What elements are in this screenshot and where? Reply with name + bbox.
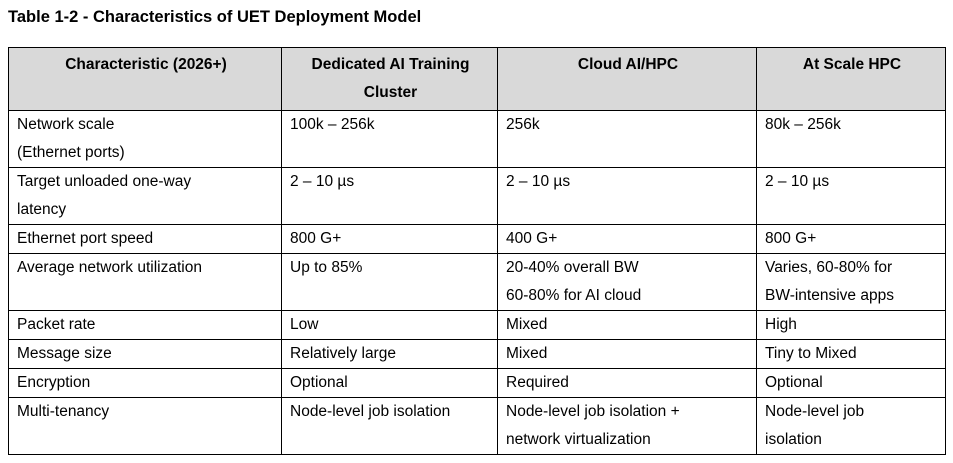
table-cell: High xyxy=(756,310,946,340)
header-cloud-ai-hpc: Cloud AI/HPC xyxy=(497,47,757,111)
table-cell: 20-40% overall BW 60-80% for AI cloud xyxy=(497,253,757,311)
table-cell: 2 – 10 µs xyxy=(497,167,757,225)
table-cell: Optional xyxy=(756,368,946,398)
table-cell: Varies, 60-80% for BW-intensive apps xyxy=(756,253,946,311)
table-cell: Packet rate xyxy=(8,310,282,340)
table-cell: Ethernet port speed xyxy=(8,224,282,254)
table-row: Multi-tenancy Node-level job isolation N… xyxy=(8,397,946,455)
table-cell: Mixed xyxy=(497,310,757,340)
table-body: Network scale (Ethernet ports) 100k – 25… xyxy=(8,110,946,455)
table-row: Average network utilization Up to 85% 20… xyxy=(8,253,946,311)
table-cell: Node-level job isolation xyxy=(756,397,946,455)
table-cell: Tiny to Mixed xyxy=(756,339,946,369)
table-row: Message size Relatively large Mixed Tiny… xyxy=(8,339,946,369)
table-cell: Relatively large xyxy=(281,339,498,369)
header-row: Characteristic (2026+) Dedicated AI Trai… xyxy=(8,47,946,111)
table-header: Characteristic (2026+) Dedicated AI Trai… xyxy=(8,47,946,111)
table-row: Target unloaded one-way latency 2 – 10 µ… xyxy=(8,167,946,225)
table-cell: Low xyxy=(281,310,498,340)
table-cell: 2 – 10 µs xyxy=(756,167,946,225)
table-row: Network scale (Ethernet ports) 100k – 25… xyxy=(8,110,946,168)
table-cell: 100k – 256k xyxy=(281,110,498,168)
table-row: Ethernet port speed 800 G+ 400 G+ 800 G+ xyxy=(8,224,946,254)
table-cell: Node-level job isolation xyxy=(281,397,498,455)
table-cell: Optional xyxy=(281,368,498,398)
table-cell: 800 G+ xyxy=(281,224,498,254)
header-dedicated-ai-training-cluster: Dedicated AI Training Cluster xyxy=(281,47,498,111)
header-characteristic: Characteristic (2026+) xyxy=(8,47,282,111)
table-cell: 80k – 256k xyxy=(756,110,946,168)
table-row: Encryption Optional Required Optional xyxy=(8,368,946,398)
table-cell: Multi-tenancy xyxy=(8,397,282,455)
uet-characteristics-table: Characteristic (2026+) Dedicated AI Trai… xyxy=(8,47,946,455)
table-cell: Network scale (Ethernet ports) xyxy=(8,110,282,168)
table-cell: 800 G+ xyxy=(756,224,946,254)
table-cell: Mixed xyxy=(497,339,757,369)
table-caption: Table 1-2 - Characteristics of UET Deplo… xyxy=(8,8,422,26)
table-cell: Required xyxy=(497,368,757,398)
table-row: Packet rate Low Mixed High xyxy=(8,310,946,340)
table-cell: Up to 85% xyxy=(281,253,498,311)
header-at-scale-hpc: At Scale HPC xyxy=(756,47,946,111)
table-cell: Target unloaded one-way latency xyxy=(8,167,282,225)
table-cell: Message size xyxy=(8,339,282,369)
table-cell: 400 G+ xyxy=(497,224,757,254)
table-cell: 2 – 10 µs xyxy=(281,167,498,225)
table-cell: Node-level job isolation + network virtu… xyxy=(497,397,757,455)
table-cell: 256k xyxy=(497,110,757,168)
table-cell: Average network utilization xyxy=(8,253,282,311)
table-cell: Encryption xyxy=(8,368,282,398)
